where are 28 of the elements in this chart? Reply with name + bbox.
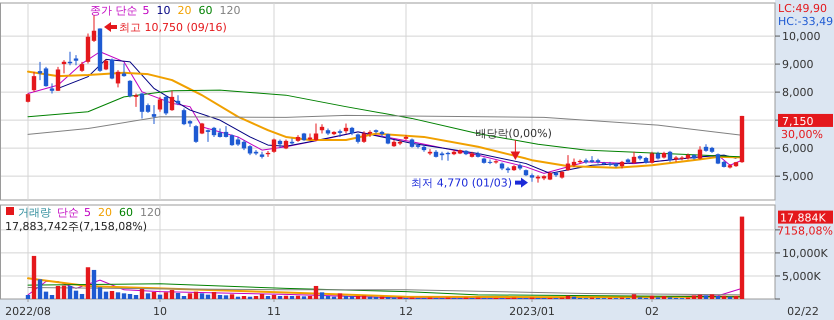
- x-tick-label: 11: [267, 305, 281, 318]
- legend-label: 거래량: [18, 206, 51, 219]
- text: LC:49,90: [778, 2, 828, 15]
- x-tick-label: 02: [645, 305, 659, 318]
- text: 17,884K: [780, 212, 826, 225]
- y-tick-label: 8,000: [782, 86, 814, 100]
- text: 30,00%: [781, 128, 823, 141]
- text: HC:-33,49: [778, 15, 834, 28]
- annotation: 최저 4,770 (01/03): [411, 176, 512, 190]
- y-tick-label: 10,000: [782, 30, 820, 44]
- text: 7158,08%: [777, 224, 833, 238]
- legend-title: 단순: [57, 206, 79, 219]
- y-tick-label: 5,000K: [782, 270, 822, 283]
- text: 7,150: [782, 114, 814, 128]
- annotation: 배당락(0,00%): [475, 127, 552, 140]
- legend: 거래량 단순 5 20 60 120: [6, 206, 161, 219]
- y-tick-label: 5,000: [782, 170, 814, 184]
- x-tick-label: 10: [153, 305, 167, 318]
- legend: 종가 단순 5 10 20 60 120: [90, 4, 240, 17]
- x-tick-label: 12: [399, 305, 413, 318]
- x-tick-label: 2022/08: [5, 305, 51, 318]
- y-tick-label: 10,000K: [782, 246, 828, 260]
- x-tick-label: 2023/01: [509, 305, 555, 318]
- y-tick-label: 6,000: [782, 142, 814, 156]
- annotation: 17,883,742주(7,158,08%): [5, 220, 148, 233]
- annotation: 최고 10,750 (09/16): [119, 21, 227, 34]
- text: 02/22: [787, 305, 819, 318]
- y-tick-label: 9,000: [782, 58, 814, 72]
